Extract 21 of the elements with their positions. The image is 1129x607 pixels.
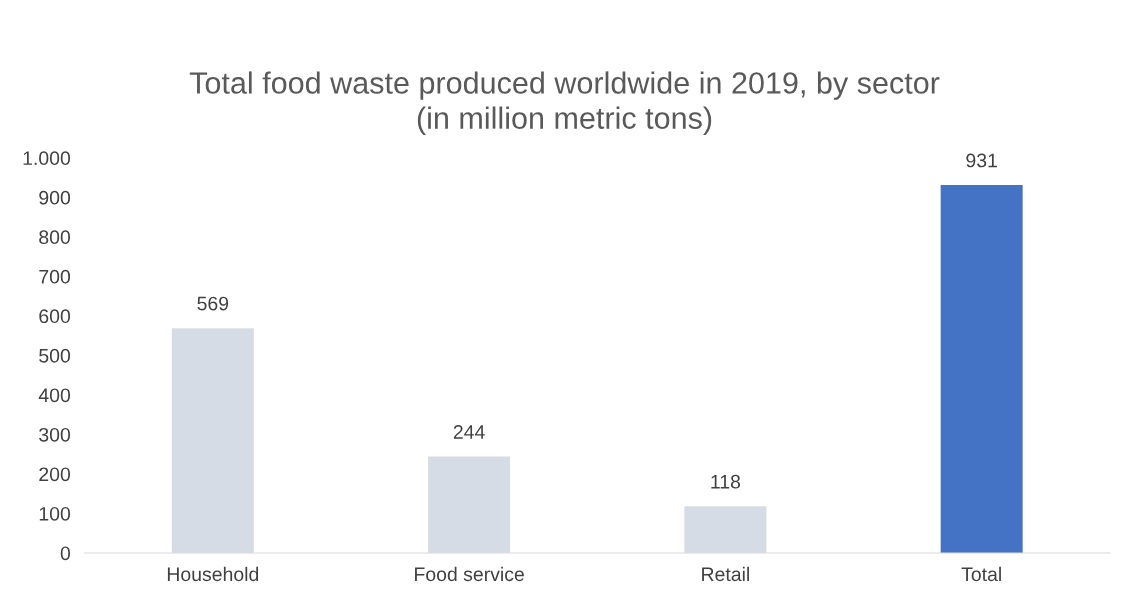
y-tick-label: 400 xyxy=(38,388,71,403)
bar xyxy=(940,185,1023,553)
y-tick-label: 600 xyxy=(39,309,71,324)
y-tick-label: 1.000 xyxy=(23,151,71,166)
x-tick-label: Household xyxy=(167,566,259,582)
data-label: 569 xyxy=(197,296,229,311)
y-tick-label: 0 xyxy=(60,546,71,561)
y-tick-label: 900 xyxy=(39,190,71,205)
chart-title: Total food waste produced worldwide in 2019, by sector (in million metric tons) xyxy=(189,71,940,135)
y-tick-label: 700 xyxy=(39,269,71,284)
data-label: 244 xyxy=(453,425,485,439)
data-label: 118 xyxy=(711,474,741,489)
y-tick-label: 200 xyxy=(39,467,71,482)
x-tick-label: Food service xyxy=(415,566,524,582)
y-tick-label: 500 xyxy=(39,348,71,363)
x-tick-label: Retail xyxy=(702,566,749,582)
x-tick-label: Total xyxy=(961,566,1001,582)
y-tick-label: 300 xyxy=(39,427,71,442)
data-label: 931 xyxy=(966,153,997,168)
y-tick-label: 100 xyxy=(39,506,71,521)
y-tick-label: 800 xyxy=(39,230,71,245)
